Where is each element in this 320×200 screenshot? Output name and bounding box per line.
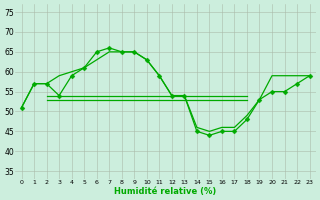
X-axis label: Humidité relative (%): Humidité relative (%)	[115, 187, 217, 196]
